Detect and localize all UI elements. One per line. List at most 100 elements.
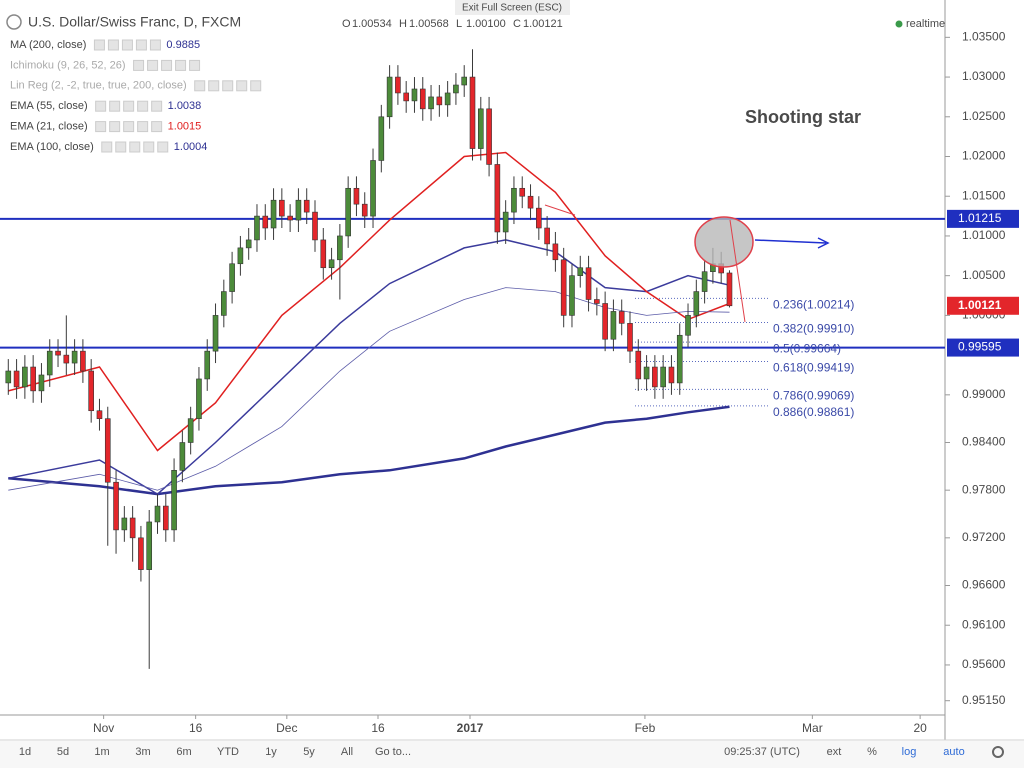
ohlc-value: 1.00100 xyxy=(466,18,506,30)
study-icon xyxy=(236,80,248,92)
candle-body xyxy=(320,239,327,269)
candle-body xyxy=(279,199,285,217)
study-icon xyxy=(115,141,127,153)
ohlc-value: 1.00534 xyxy=(352,18,392,30)
toolbar-item[interactable]: % xyxy=(867,746,877,758)
candle-body xyxy=(552,243,559,261)
y-tick-label: 0.95150 xyxy=(962,693,1006,707)
study-icon xyxy=(250,80,262,92)
candle-body xyxy=(270,199,277,229)
x-tick-label: Dec xyxy=(276,721,297,735)
candle-body xyxy=(527,195,534,209)
study-icon xyxy=(135,39,147,51)
toolbar-item[interactable]: 5y xyxy=(303,746,315,758)
candle-body xyxy=(511,187,517,213)
toolbar-item[interactable]: auto xyxy=(943,746,964,758)
toolbar-item[interactable]: 1m xyxy=(94,746,109,758)
toolbar-item[interactable]: 5d xyxy=(57,746,69,758)
candle-body xyxy=(395,76,401,94)
toolbar-item[interactable]: log xyxy=(902,746,917,758)
toolbar-item[interactable]: All xyxy=(341,746,353,758)
ohlc-label: O xyxy=(342,18,351,30)
candle-body xyxy=(594,299,600,304)
fib-label: 0.382(0.99910) xyxy=(773,322,854,336)
candle-body xyxy=(560,259,567,316)
study-icon xyxy=(137,121,149,133)
candle-body xyxy=(419,88,426,110)
candle-body xyxy=(196,378,202,419)
study-icon xyxy=(143,141,155,153)
plot xyxy=(0,49,945,669)
candle-body xyxy=(129,517,136,539)
toolbar-item[interactable]: 3m xyxy=(135,746,150,758)
candle-body xyxy=(30,366,36,392)
fib-label: 0.5(0.99664) xyxy=(773,341,841,355)
level-label: 0.99595 xyxy=(958,340,1002,354)
candle-body xyxy=(602,303,608,340)
study-icon xyxy=(208,80,220,92)
symbol-icon[interactable] xyxy=(6,14,22,30)
candle-body xyxy=(229,263,235,292)
candle-body xyxy=(519,187,526,197)
candle-body xyxy=(469,76,476,149)
annotation: Shooting star xyxy=(745,107,861,127)
candle-body xyxy=(353,187,360,205)
y-tick-label: 0.95600 xyxy=(962,657,1006,671)
toolbar-item[interactable]: YTD xyxy=(217,746,239,758)
y-tick-label: 0.99000 xyxy=(962,387,1006,401)
fib-label: 0.786(0.99069) xyxy=(773,389,854,403)
toolbar-item[interactable]: 6m xyxy=(176,746,191,758)
candle-body xyxy=(71,350,78,364)
candle-body xyxy=(154,505,161,523)
settings-icon[interactable] xyxy=(992,746,1004,758)
toolbar-item[interactable]: Go to... xyxy=(375,746,411,758)
exit-fullscreen-box[interactable] xyxy=(455,0,570,15)
candle-body xyxy=(685,315,691,336)
study-icon xyxy=(222,80,234,92)
candle-body xyxy=(403,92,409,102)
y-tick-label: 1.02500 xyxy=(962,109,1006,123)
study-icon xyxy=(147,59,159,71)
x-tick-label: 2017 xyxy=(457,721,484,735)
candle-body xyxy=(660,366,666,388)
y-tick-label: 1.03500 xyxy=(962,30,1006,44)
study-icon xyxy=(151,100,163,112)
ma-line xyxy=(8,151,730,452)
study-icon xyxy=(121,39,133,51)
candle-body xyxy=(693,291,700,316)
y-tick-label: 1.01000 xyxy=(962,228,1006,242)
ma-line xyxy=(8,405,730,496)
toolbar-item[interactable]: 1y xyxy=(265,746,277,758)
study-icon xyxy=(137,100,149,112)
x-tick-label: Mar xyxy=(802,721,823,735)
study-icon xyxy=(151,121,163,133)
candle-body xyxy=(577,267,584,276)
candle-body xyxy=(303,199,310,213)
candle-body xyxy=(361,203,368,217)
exit-fullscreen[interactable]: Exit Full Screen (ESC) xyxy=(462,3,562,14)
toolbar-item[interactable]: ext xyxy=(827,746,842,758)
candle-body xyxy=(337,235,343,261)
candle-body xyxy=(477,108,484,149)
study-icon xyxy=(123,121,135,133)
study-icon xyxy=(101,141,113,153)
study-value: 1.0015 xyxy=(168,121,202,133)
y-tick-label: 0.96600 xyxy=(962,578,1006,592)
candle-body xyxy=(138,537,144,570)
candle-body xyxy=(22,366,28,388)
trend-line xyxy=(544,204,576,216)
candle-body xyxy=(245,239,252,249)
study-icon xyxy=(93,39,105,51)
level-label: 1.01215 xyxy=(958,211,1002,225)
study-value: 0.9885 xyxy=(166,39,200,51)
candle-body xyxy=(494,164,501,233)
arrow xyxy=(754,239,827,244)
y-tick-label: 1.00500 xyxy=(962,268,1006,282)
fib-label: 0.236(1.00214) xyxy=(773,298,854,312)
y-tick-label: 1.02000 xyxy=(962,149,1006,163)
toolbar-item[interactable]: 1d xyxy=(19,746,31,758)
candle-body xyxy=(428,96,434,110)
